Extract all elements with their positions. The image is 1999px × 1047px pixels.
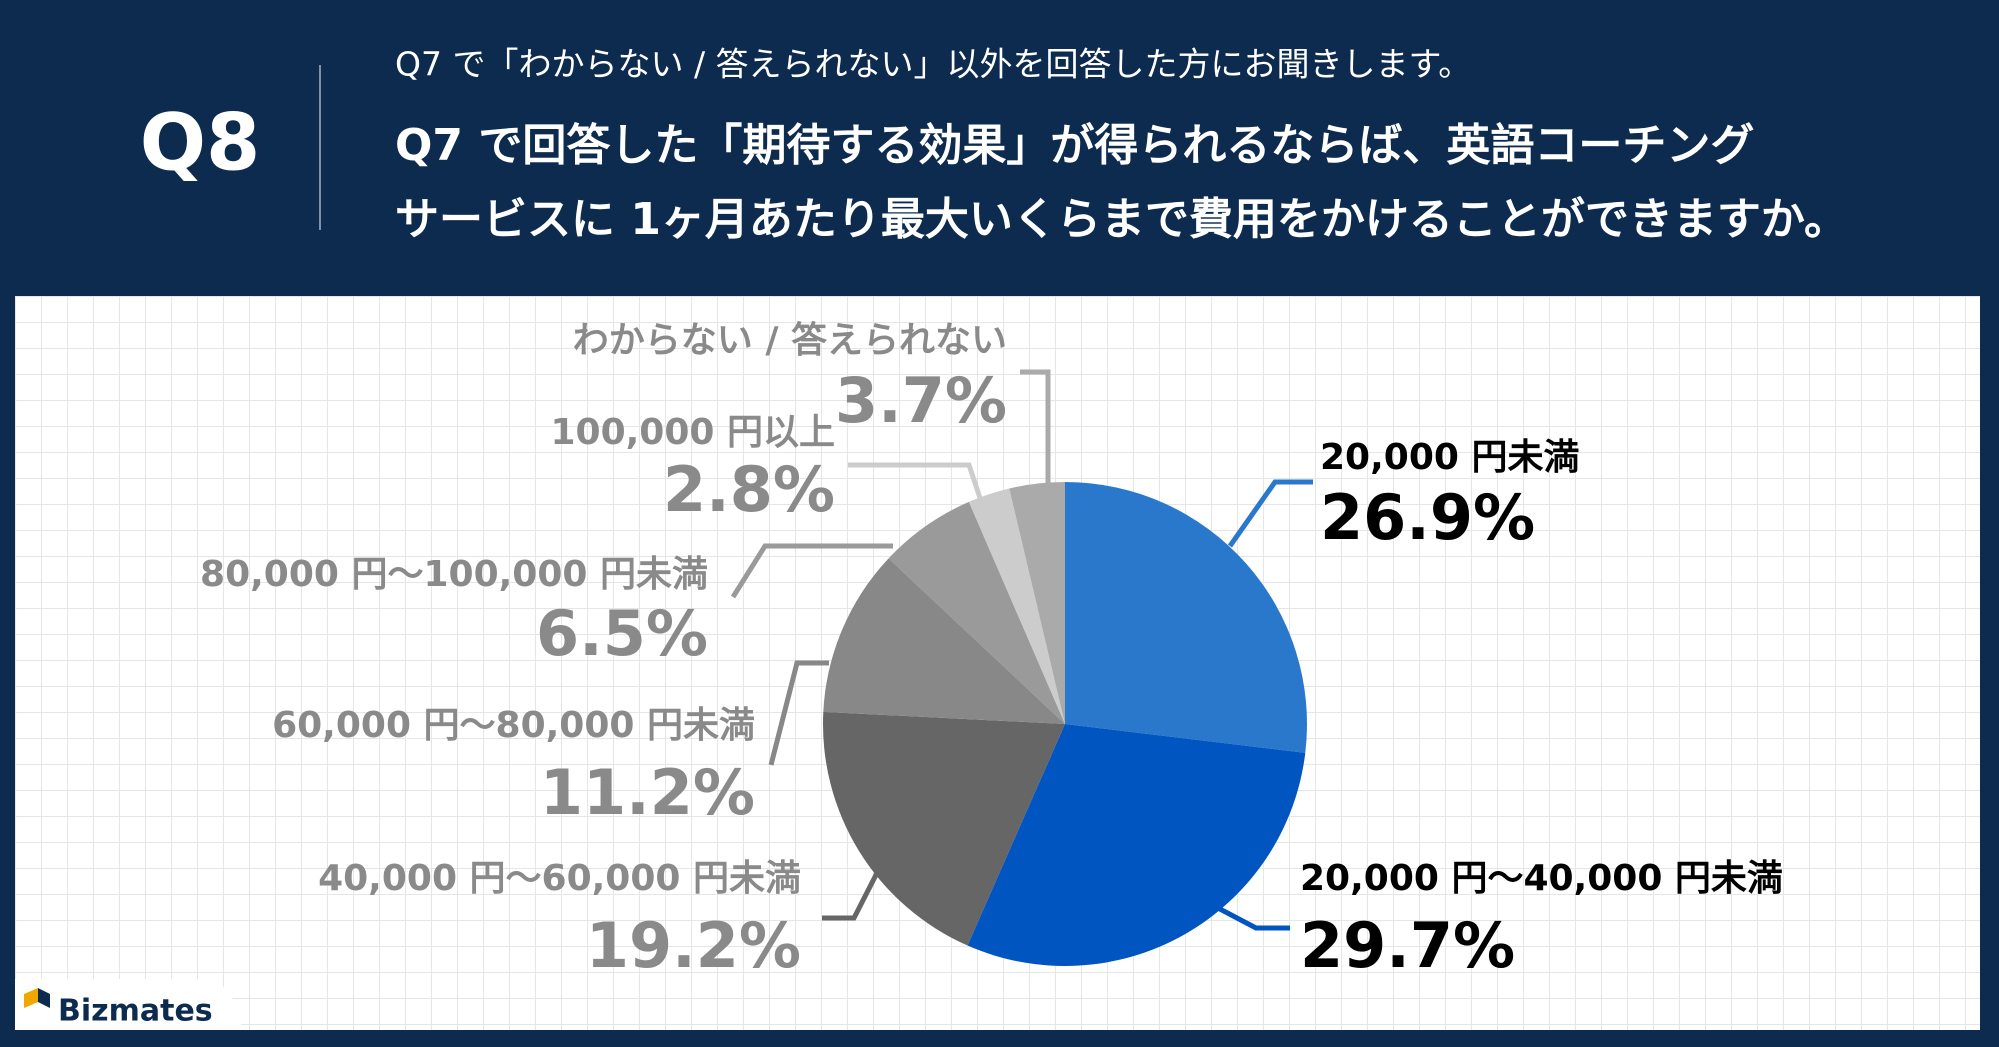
brand-tab [15,979,242,1030]
title-line: サービスに 1ヶ月あたり最大いくらまで費用をかけることができますか。 [395,194,1848,245]
value-label: 29.7% [1300,909,1515,982]
category-label: 40,000 円～60,000 円未満 [318,858,801,899]
brand-icon [38,988,50,1008]
leader-line [730,543,893,599]
badge: Q8 [140,98,261,188]
value-label: 26.9% [1320,481,1535,554]
leader-line [822,865,883,921]
category-label: 20,000 円～40,000 円未満 [1300,858,1783,899]
category-label: 100,000 円以上 [550,412,835,453]
brand-icon [24,988,38,1008]
category-label: 80,000 円～100,000 円未満 [200,554,708,595]
pie-slice [823,558,1065,724]
subtitle: Q7 で「わからない / 答えられない」以外を回答した方にお聞きします。 [395,45,1471,84]
pie-slice [1065,482,1307,753]
category-label: 20,000 円未満 [1320,437,1579,478]
value-label: 6.5% [536,597,708,670]
value-label: 3.7% [835,364,1007,437]
value-label: 19.2% [586,909,801,982]
value-label: 11.2% [540,756,755,829]
title-line: Q7 で回答した「期待する効果」が得られるならば、英語コーチング [395,120,1754,171]
leader-line [1227,479,1313,548]
leader-line [1216,905,1290,931]
brand: Bizmates [58,994,213,1029]
category-label: わからない / 答えられない [573,320,1007,361]
leader-line [848,462,985,505]
pie-slice [968,488,1065,724]
value-label: 2.8% [663,453,835,526]
category-label: 60,000 円～80,000 円未満 [272,705,755,746]
leader-line [768,660,829,766]
pie-slice [967,724,1306,966]
pie-slice [1009,482,1065,724]
pie-slice [888,501,1065,724]
leader-line [1020,369,1051,487]
pie-slice [823,711,1065,946]
